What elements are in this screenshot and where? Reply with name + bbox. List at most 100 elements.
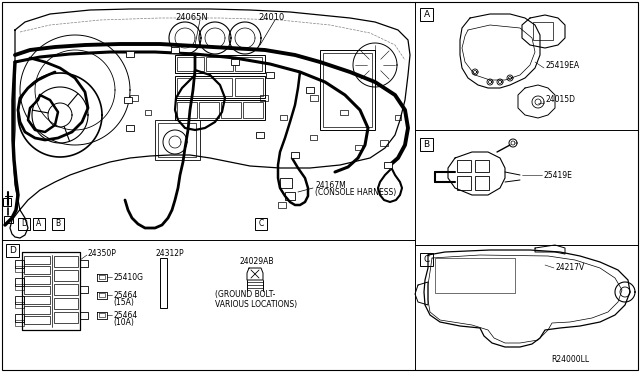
Text: R24000LL: R24000LL: [551, 356, 589, 365]
Bar: [280, 178, 292, 188]
Bar: [24, 276, 50, 284]
Text: 25419EA: 25419EA: [545, 61, 579, 70]
Text: 25464: 25464: [113, 311, 137, 320]
Bar: [171, 47, 179, 53]
Bar: [310, 135, 317, 140]
Bar: [54, 270, 78, 281]
Bar: [130, 95, 138, 101]
Bar: [255, 218, 267, 230]
Bar: [54, 312, 78, 323]
Bar: [15, 266, 24, 272]
Text: 24029AB: 24029AB: [240, 257, 275, 266]
Bar: [33, 218, 45, 230]
Bar: [256, 132, 264, 138]
Bar: [323, 53, 372, 127]
Bar: [280, 115, 287, 120]
Bar: [206, 57, 233, 71]
Bar: [80, 260, 88, 267]
Bar: [420, 8, 433, 21]
Bar: [235, 78, 263, 96]
Bar: [24, 316, 50, 324]
Text: D: D: [9, 246, 16, 255]
Bar: [266, 72, 274, 78]
Bar: [124, 97, 132, 103]
Text: 25410G: 25410G: [113, 273, 143, 282]
Bar: [24, 306, 50, 314]
Text: D: D: [21, 219, 27, 228]
Bar: [15, 284, 24, 290]
Text: (15A): (15A): [113, 298, 134, 307]
Text: (CONSOLE HARNESS): (CONSOLE HARNESS): [315, 189, 396, 198]
Text: 24217V: 24217V: [555, 263, 584, 273]
Text: 24312P: 24312P: [155, 248, 184, 257]
Bar: [435, 258, 515, 293]
Bar: [177, 78, 232, 96]
Bar: [54, 284, 78, 295]
Text: (GROUND BOLT-: (GROUND BOLT-: [215, 291, 275, 299]
Bar: [15, 296, 24, 304]
Bar: [384, 162, 392, 168]
Bar: [145, 110, 151, 115]
Text: 24167M: 24167M: [315, 180, 346, 189]
Bar: [15, 302, 24, 308]
Text: B: B: [56, 219, 61, 228]
Bar: [221, 102, 241, 118]
Text: C: C: [424, 255, 429, 264]
Bar: [24, 256, 50, 264]
Text: (10A): (10A): [113, 317, 134, 327]
Bar: [199, 102, 219, 118]
Bar: [420, 253, 433, 266]
Bar: [54, 298, 78, 309]
Bar: [175, 100, 265, 120]
Bar: [475, 160, 489, 172]
Bar: [235, 57, 262, 71]
Bar: [395, 115, 401, 120]
Bar: [285, 192, 295, 200]
Text: B: B: [424, 140, 429, 149]
Bar: [177, 57, 204, 71]
Text: C: C: [259, 219, 264, 228]
Text: A: A: [424, 10, 429, 19]
Bar: [18, 218, 30, 230]
Bar: [306, 87, 314, 93]
Text: 25419E: 25419E: [543, 170, 572, 180]
Bar: [15, 260, 24, 268]
Bar: [260, 95, 268, 101]
Text: 25464: 25464: [113, 291, 137, 299]
Bar: [54, 256, 78, 267]
Bar: [80, 312, 88, 319]
Bar: [6, 244, 19, 257]
Bar: [15, 314, 24, 322]
Bar: [3, 198, 11, 206]
Bar: [160, 258, 167, 308]
Bar: [175, 76, 265, 98]
Bar: [126, 51, 134, 57]
Bar: [15, 278, 24, 286]
Bar: [158, 123, 196, 157]
Bar: [52, 218, 64, 230]
Bar: [380, 140, 388, 146]
Text: 24010: 24010: [258, 13, 284, 22]
Bar: [291, 152, 299, 158]
Bar: [457, 176, 471, 190]
Bar: [278, 202, 286, 208]
Bar: [24, 286, 50, 294]
Text: 24015D: 24015D: [545, 96, 575, 105]
Bar: [24, 266, 50, 274]
Text: 24350P: 24350P: [88, 248, 117, 257]
Bar: [457, 160, 471, 172]
Bar: [231, 59, 239, 65]
Bar: [15, 320, 24, 326]
Bar: [175, 55, 265, 73]
Bar: [24, 296, 50, 304]
Bar: [126, 125, 134, 131]
Bar: [177, 102, 197, 118]
Bar: [355, 145, 362, 150]
Bar: [310, 95, 318, 101]
Bar: [420, 138, 433, 151]
Text: A: A: [36, 219, 42, 228]
Bar: [340, 110, 348, 115]
Text: 24065N: 24065N: [175, 13, 208, 22]
Bar: [475, 176, 489, 190]
Bar: [80, 286, 88, 293]
